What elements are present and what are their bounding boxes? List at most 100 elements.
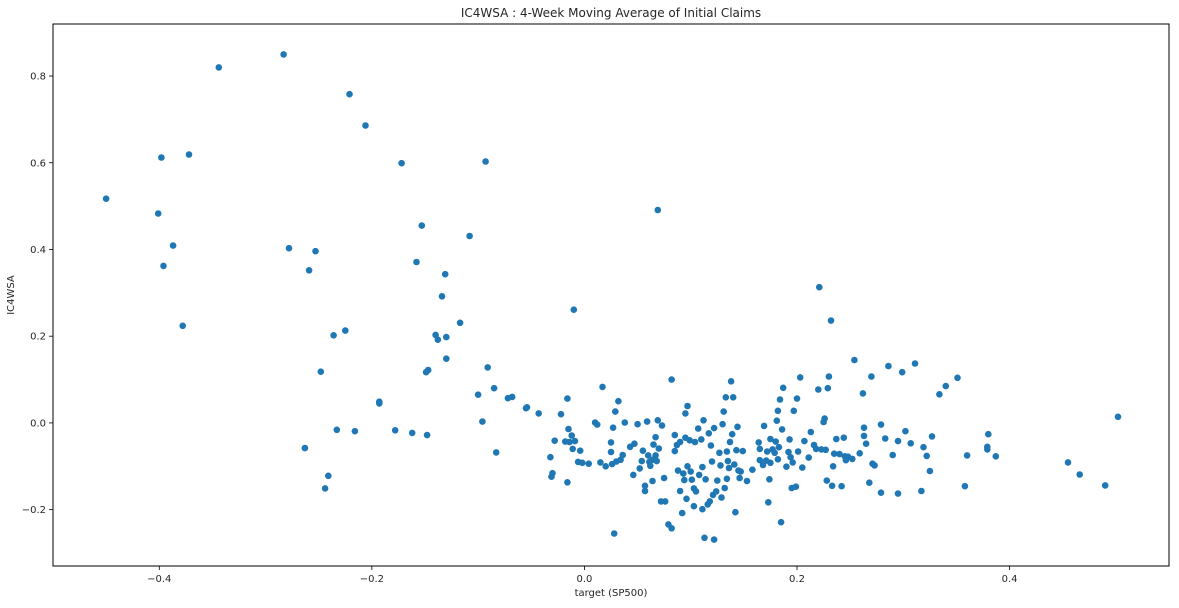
data-point bbox=[215, 64, 223, 71]
data-point bbox=[889, 451, 896, 459]
data-point bbox=[823, 477, 831, 484]
data-point bbox=[579, 459, 586, 467]
data-point bbox=[351, 427, 359, 435]
data-point bbox=[668, 376, 675, 383]
data-point bbox=[610, 530, 618, 537]
data-point bbox=[723, 475, 731, 483]
data-point bbox=[680, 470, 687, 477]
data-point bbox=[743, 477, 751, 485]
data-point bbox=[766, 476, 773, 483]
data-point bbox=[434, 336, 442, 344]
data-point bbox=[654, 206, 662, 214]
data-point bbox=[688, 476, 696, 484]
data-point bbox=[824, 384, 832, 392]
data-point bbox=[1076, 471, 1083, 478]
data-point bbox=[508, 393, 516, 401]
data-point bbox=[790, 407, 798, 415]
data-point bbox=[686, 437, 693, 444]
data-point bbox=[653, 457, 660, 465]
data-point bbox=[658, 422, 666, 429]
data-point bbox=[774, 407, 782, 415]
data-point bbox=[647, 462, 654, 470]
data-point bbox=[607, 439, 615, 446]
x-tick-label: −0.2 bbox=[360, 574, 384, 585]
data-point bbox=[772, 438, 779, 445]
data-point bbox=[671, 447, 679, 455]
data-point bbox=[787, 453, 794, 461]
y-tick-label: 0.4 bbox=[30, 245, 46, 256]
data-point bbox=[928, 433, 936, 440]
data-point bbox=[716, 449, 723, 457]
data-point bbox=[634, 420, 641, 428]
data-point bbox=[330, 332, 337, 339]
data-point bbox=[862, 440, 870, 448]
data-point bbox=[725, 464, 733, 472]
data-point bbox=[718, 494, 725, 501]
data-point bbox=[641, 487, 649, 495]
data-point bbox=[789, 459, 796, 466]
data-point bbox=[413, 258, 420, 266]
data-point bbox=[829, 463, 837, 470]
y-axis-label: IC4WSA bbox=[6, 275, 17, 315]
y-tick-label: 0.8 bbox=[30, 72, 46, 83]
data-point bbox=[719, 420, 726, 428]
data-point bbox=[423, 431, 431, 439]
data-point bbox=[639, 447, 647, 455]
data-point bbox=[602, 463, 609, 470]
data-point bbox=[154, 210, 162, 217]
data-point bbox=[706, 498, 714, 505]
data-point bbox=[807, 428, 815, 436]
data-point bbox=[702, 476, 709, 483]
data-point bbox=[492, 449, 500, 456]
data-point bbox=[760, 422, 768, 430]
data-point bbox=[907, 440, 914, 447]
data-point bbox=[565, 425, 572, 433]
data-point bbox=[418, 222, 426, 229]
data-point bbox=[661, 498, 669, 505]
x-tick-label: 0.4 bbox=[1002, 574, 1018, 585]
x-tick-label: −0.4 bbox=[147, 574, 171, 585]
data-point bbox=[621, 419, 629, 426]
data-point bbox=[609, 424, 617, 432]
data-point bbox=[756, 456, 764, 464]
data-point bbox=[721, 484, 728, 492]
data-point bbox=[771, 449, 778, 457]
data-point bbox=[898, 368, 906, 376]
data-point bbox=[649, 477, 656, 485]
data-point bbox=[805, 454, 812, 461]
data-point bbox=[774, 456, 782, 463]
data-point bbox=[783, 463, 790, 471]
data-point bbox=[723, 448, 731, 455]
data-point bbox=[827, 317, 835, 324]
data-point bbox=[694, 425, 702, 432]
data-point bbox=[607, 448, 615, 456]
data-point bbox=[593, 421, 601, 428]
data-point bbox=[710, 424, 718, 432]
data-point bbox=[712, 488, 720, 495]
data-point bbox=[576, 447, 584, 455]
data-point bbox=[312, 247, 319, 255]
data-point bbox=[731, 461, 738, 468]
data-point bbox=[734, 423, 741, 431]
data-point bbox=[676, 487, 684, 495]
data-point bbox=[732, 508, 739, 516]
data-point bbox=[992, 453, 1000, 460]
data-point bbox=[1114, 413, 1122, 421]
data-point bbox=[720, 408, 727, 415]
chart-title: IC4WSA : 4-Week Moving Average of Initia… bbox=[461, 6, 761, 20]
data-point bbox=[698, 436, 705, 443]
x-axis-label: target (SP500) bbox=[575, 588, 648, 599]
data-point bbox=[158, 154, 165, 161]
data-point bbox=[918, 487, 925, 495]
data-point bbox=[736, 474, 743, 482]
data-point bbox=[828, 482, 836, 490]
data-point bbox=[767, 435, 774, 443]
data-point bbox=[881, 435, 889, 442]
data-point bbox=[793, 395, 801, 402]
data-point bbox=[963, 452, 971, 459]
data-point bbox=[849, 455, 856, 463]
y-tick-label: −0.2 bbox=[22, 505, 46, 516]
data-point bbox=[479, 418, 486, 425]
data-point bbox=[362, 122, 369, 129]
data-point bbox=[911, 360, 919, 367]
